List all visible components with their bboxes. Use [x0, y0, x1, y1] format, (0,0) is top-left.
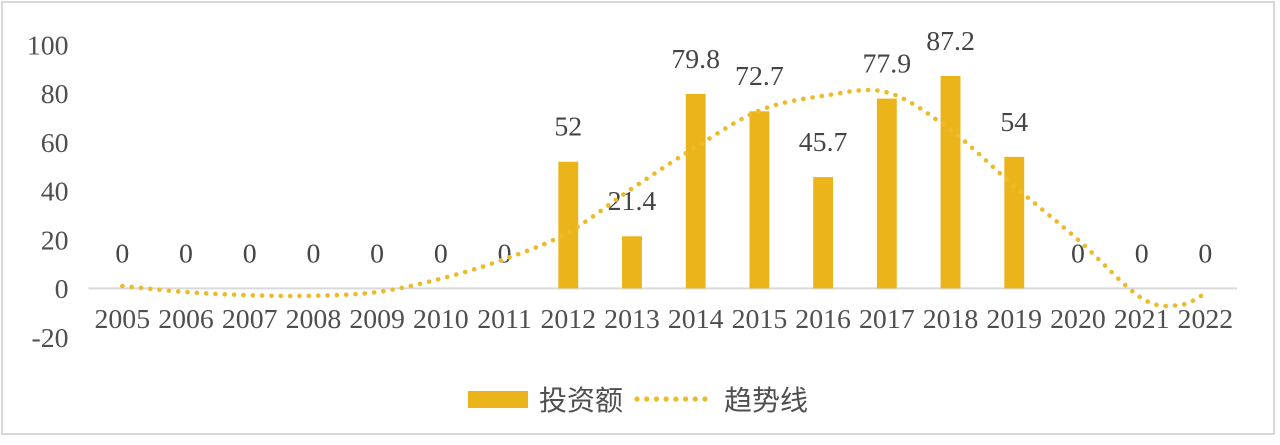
x-tick-2009: 2009: [349, 304, 405, 335]
x-tick-2021: 2021: [1114, 304, 1170, 335]
x-tick-2005: 2005: [94, 304, 150, 335]
data-label-2015: 72.7: [735, 61, 784, 92]
y-tick-40: 40: [41, 177, 69, 208]
data-label-2022: 0: [1198, 238, 1212, 269]
data-label-2005: 0: [115, 238, 129, 269]
data-label-2021: 0: [1135, 238, 1149, 269]
data-label-2007: 0: [243, 238, 257, 269]
data-label-2012: 52: [554, 112, 582, 143]
x-tick-2018: 2018: [923, 304, 979, 335]
dotted-line-swatch: [634, 396, 713, 402]
data-label-2008: 0: [306, 238, 320, 269]
chart-legend: 投资额 趋势线: [3, 379, 1273, 419]
bar-2014: [685, 93, 706, 289]
y-tick-100: 100: [27, 31, 69, 62]
y-tick-80: 80: [41, 79, 69, 110]
investment-bar-chart: 0200502006020070200802009020100201152201…: [27, 26, 1238, 354]
bar-2018: [940, 75, 961, 289]
x-tick-2008: 2008: [286, 304, 342, 335]
x-tick-2006: 2006: [158, 304, 214, 335]
bar-2017: [876, 98, 897, 289]
bar-2015: [749, 111, 770, 289]
y-tick-0: 0: [55, 274, 69, 305]
data-label-2019: 54: [1000, 107, 1028, 138]
bar-series-swatch: [467, 390, 528, 408]
x-tick-2020: 2020: [1050, 304, 1106, 335]
x-tick-2011: 2011: [477, 304, 532, 335]
y-tick-20: 20: [41, 225, 69, 256]
data-label-2009: 0: [370, 238, 384, 269]
bar-2012: [558, 161, 579, 289]
legend-item-investment: 投资额: [467, 379, 623, 419]
legend-label-trendline: 趋势线: [724, 386, 809, 417]
bar-2013: [622, 236, 642, 289]
data-label-2018: 87.2: [926, 26, 975, 57]
x-tick-2014: 2014: [668, 304, 724, 335]
x-tick-2022: 2022: [1178, 304, 1234, 335]
bar-2016: [813, 177, 834, 289]
bar-2019: [1004, 156, 1025, 289]
chart-panel: 0 2005 0 2006 0 2007 0 2008 0 2009 0 2010 0 2011 52 201…: [1, 1, 1275, 435]
data-label-2010: 0: [434, 238, 448, 269]
x-tick-2012: 2012: [540, 304, 596, 335]
data-label-2020: 0: [1071, 238, 1085, 269]
x-tick-2016: 2016: [795, 304, 851, 335]
y-tick--20: -20: [31, 323, 68, 354]
x-tick-2017: 2017: [859, 304, 915, 335]
x-tick-2015: 2015: [732, 304, 788, 335]
x-tick-2013: 2013: [604, 304, 660, 335]
data-label-2006: 0: [179, 238, 193, 269]
legend-label-investment: 投资额: [538, 386, 623, 417]
data-label-2016: 45.7: [799, 127, 848, 158]
data-label-2017: 77.9: [862, 49, 911, 80]
x-tick-2019: 2019: [986, 304, 1042, 335]
x-tick-2010: 2010: [413, 304, 469, 335]
x-tick-2007: 2007: [222, 304, 278, 335]
data-label-2014: 79.8: [671, 44, 720, 75]
trend-line: [120, 87, 1208, 309]
legend-item-trendline: 趋势线: [633, 379, 808, 419]
y-tick-60: 60: [41, 128, 69, 159]
data-label-2011: 0: [498, 238, 512, 269]
